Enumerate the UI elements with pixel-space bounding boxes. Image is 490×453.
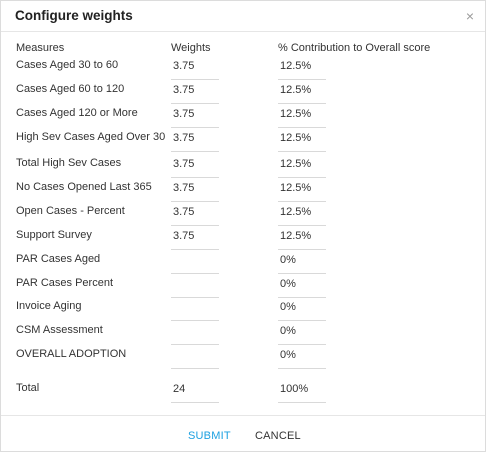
contribution-value: 12.5% xyxy=(278,130,326,152)
dialog-header: Configure weights × xyxy=(1,1,485,32)
contribution-value: 12.5% xyxy=(278,58,326,80)
close-icon[interactable]: × xyxy=(465,8,475,24)
weight-input[interactable]: 3.75 xyxy=(171,58,219,80)
measure-label: PAR Cases Aged xyxy=(16,253,101,265)
submit-button[interactable]: SUBMIT xyxy=(188,430,231,442)
table-row: PAR Cases Aged 0% xyxy=(1,252,487,275)
column-header-weights: Weights xyxy=(171,42,211,54)
table-row: Total High Sev Cases 3.75 12.5% xyxy=(1,156,487,179)
contribution-value: 0% xyxy=(278,347,326,369)
dialog-title: Configure weights xyxy=(15,8,133,23)
dialog-footer: SUBMIT CANCEL xyxy=(1,415,485,453)
weight-input[interactable]: 3.75 xyxy=(171,228,219,250)
weight-input[interactable]: 3.75 xyxy=(171,204,219,226)
measure-label: Cases Aged 30 to 60 xyxy=(16,59,119,71)
contribution-value: 12.5% xyxy=(278,82,326,104)
column-header-contribution: % Contribution to Overall score xyxy=(278,42,431,54)
weight-input[interactable] xyxy=(171,299,219,321)
table-row: Invoice Aging 0% xyxy=(1,299,487,322)
weight-input[interactable]: 3.75 xyxy=(171,106,219,128)
table-row: PAR Cases Percent 0% xyxy=(1,276,487,299)
measure-label: Total High Sev Cases xyxy=(16,157,122,169)
measure-label: CSM Assessment xyxy=(16,324,103,336)
measure-label: Cases Aged 120 or More xyxy=(16,107,138,119)
column-header-measures: Measures xyxy=(16,42,65,54)
total-weight-value: 24 xyxy=(171,381,219,403)
table-row: No Cases Opened Last 365 3.75 12.5% xyxy=(1,180,487,203)
measure-label: Open Cases - Percent xyxy=(16,205,125,217)
weight-input[interactable]: 3.75 xyxy=(171,156,219,178)
weight-input[interactable]: 3.75 xyxy=(171,130,219,152)
weight-input[interactable] xyxy=(171,276,219,298)
table-row: OVERALL ADOPTION 0% xyxy=(1,347,487,370)
measure-label: High Sev Cases Aged Over 30 xyxy=(16,131,166,143)
table-row: Cases Aged 120 or More 3.75 12.5% xyxy=(1,106,487,129)
contribution-value: 12.5% xyxy=(278,156,326,178)
contribution-value: 12.5% xyxy=(278,228,326,250)
contribution-value: 12.5% xyxy=(278,180,326,202)
contribution-value: 12.5% xyxy=(278,204,326,226)
total-label: Total xyxy=(16,382,40,394)
measure-label: Cases Aged 60 to 120 xyxy=(16,83,125,95)
table-row: Cases Aged 60 to 120 3.75 12.5% xyxy=(1,82,487,105)
cancel-button[interactable]: CANCEL xyxy=(255,430,301,442)
total-contribution-value: 100% xyxy=(278,381,326,403)
measure-label: OVERALL ADOPTION xyxy=(16,348,127,360)
measure-label: PAR Cases Percent xyxy=(16,277,114,289)
weight-input[interactable] xyxy=(171,323,219,345)
weight-input[interactable] xyxy=(171,252,219,274)
total-row: Total 24 100% xyxy=(1,381,487,404)
contribution-value: 0% xyxy=(278,252,326,274)
contribution-value: 0% xyxy=(278,299,326,321)
contribution-value: 12.5% xyxy=(278,106,326,128)
measure-label: Support Survey xyxy=(16,229,92,241)
weight-input[interactable]: 3.75 xyxy=(171,180,219,202)
weight-input[interactable]: 3.75 xyxy=(171,82,219,104)
contribution-value: 0% xyxy=(278,276,326,298)
table-row: Cases Aged 30 to 60 3.75 12.5% xyxy=(1,58,487,81)
table-row: Open Cases - Percent 3.75 12.5% xyxy=(1,204,487,227)
table-row: Support Survey 3.75 12.5% xyxy=(1,228,487,251)
table-row: CSM Assessment 0% xyxy=(1,323,487,346)
measure-label: Invoice Aging xyxy=(16,300,82,312)
measure-label: No Cases Opened Last 365 xyxy=(16,181,152,193)
weight-input[interactable] xyxy=(171,347,219,369)
contribution-value: 0% xyxy=(278,323,326,345)
table-row: High Sev Cases Aged Over 30 3.75 12.5% xyxy=(1,130,487,153)
